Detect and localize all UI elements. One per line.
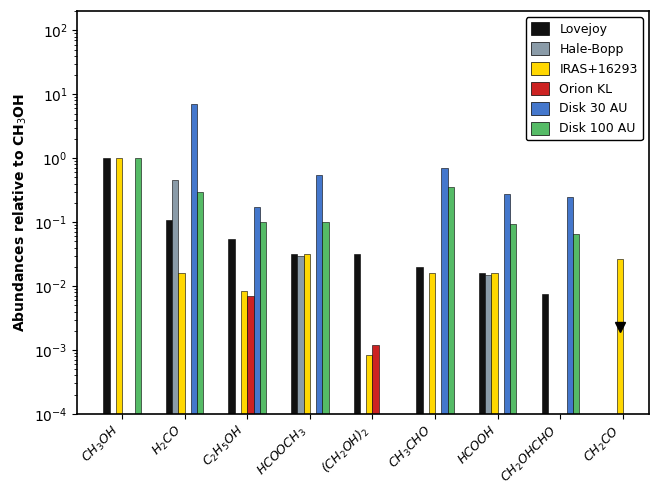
Bar bbox=[429, 273, 435, 497]
Bar bbox=[291, 254, 298, 497]
Bar bbox=[316, 175, 322, 497]
Bar bbox=[253, 207, 260, 497]
Bar bbox=[366, 354, 372, 497]
Bar bbox=[616, 258, 623, 497]
Bar bbox=[135, 158, 141, 497]
Bar bbox=[191, 104, 197, 497]
Bar bbox=[103, 158, 110, 497]
Y-axis label: Abundances relative to CH$_3$OH: Abundances relative to CH$_3$OH bbox=[11, 93, 28, 332]
Bar bbox=[115, 158, 122, 497]
Bar bbox=[485, 275, 492, 497]
Bar bbox=[566, 197, 573, 497]
Bar bbox=[322, 222, 329, 497]
Bar bbox=[241, 291, 248, 497]
Bar bbox=[573, 234, 579, 497]
Bar bbox=[298, 255, 304, 497]
Bar bbox=[178, 273, 185, 497]
Bar bbox=[248, 296, 253, 497]
Legend: Lovejoy, Hale-Bopp, IRAS+16293, Orion KL, Disk 30 AU, Disk 100 AU: Lovejoy, Hale-Bopp, IRAS+16293, Orion KL… bbox=[525, 17, 643, 140]
Bar bbox=[479, 273, 485, 497]
Bar bbox=[447, 187, 454, 497]
Bar bbox=[354, 254, 360, 497]
Bar bbox=[172, 180, 178, 497]
Bar bbox=[510, 224, 517, 497]
Bar bbox=[260, 222, 266, 497]
Bar bbox=[442, 168, 447, 497]
Bar bbox=[372, 345, 379, 497]
Bar bbox=[197, 192, 203, 497]
Bar bbox=[228, 239, 235, 497]
Bar bbox=[416, 267, 422, 497]
Bar bbox=[541, 294, 548, 497]
Bar bbox=[504, 193, 510, 497]
Bar bbox=[492, 273, 498, 497]
Bar bbox=[166, 220, 172, 497]
Bar bbox=[304, 254, 310, 497]
